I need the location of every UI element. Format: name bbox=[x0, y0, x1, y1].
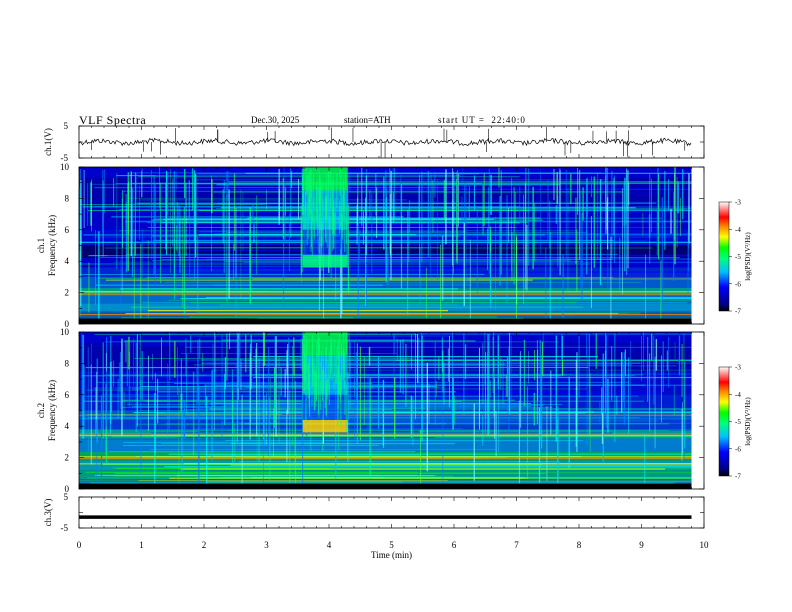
date-label: Dec.30, 2025 bbox=[251, 115, 300, 125]
figure-title: VLF Spectra bbox=[79, 113, 147, 127]
ch1-spec-colorbar-tick-label: -5 bbox=[735, 253, 741, 261]
x-tick-label: 1 bbox=[139, 540, 144, 550]
ch1-spec-colorbar-tick-label: -7 bbox=[735, 308, 741, 316]
ch1-spec-colorbar-label: log(PSD)(V²/Hz) bbox=[744, 232, 752, 281]
ch1-spec-spectrogram bbox=[78, 167, 704, 325]
low-frequency-cutoff bbox=[79, 483, 692, 489]
x-tick-label: 2 bbox=[202, 540, 207, 550]
ch1-spec-colorbar-tick-label: -6 bbox=[735, 280, 741, 288]
ch2-spec-ytick-label: 0 bbox=[65, 484, 70, 494]
ch1-spec-ytick-label: 0 bbox=[65, 319, 70, 329]
x-tick-label: 7 bbox=[514, 540, 519, 550]
ch2-spec-ytick-label: 6 bbox=[65, 390, 70, 400]
ch1-spec-colorbar-tick-label: -4 bbox=[735, 226, 741, 234]
ch2-spec-colorbar-label: log(PSD)(V²/Hz) bbox=[744, 397, 752, 446]
ch1-spec-ytick-label: 4 bbox=[65, 256, 70, 266]
ch2-spec-colorbar-tick-label: -5 bbox=[735, 418, 741, 426]
no-data-region bbox=[691, 167, 704, 324]
ch1-spec-ytick-label: 8 bbox=[65, 193, 70, 203]
ch3-ytick-label: -5 bbox=[61, 523, 69, 533]
ch2-spec-ytick-label: 4 bbox=[65, 421, 70, 431]
frequency-band bbox=[79, 303, 692, 312]
no-data-region bbox=[691, 332, 704, 489]
x-tick-label: 9 bbox=[639, 540, 644, 550]
ch3-ylabel: ch.3(V) bbox=[43, 499, 53, 527]
x-tick-label: 4 bbox=[327, 540, 332, 550]
burst-band bbox=[302, 254, 348, 268]
ch1-spec-ylabel: Frequency (kHz) bbox=[47, 215, 57, 276]
ch1-spec-ytick-label: 10 bbox=[60, 162, 70, 172]
ch2-spec-colorbar-tick-label: -6 bbox=[735, 445, 741, 453]
ch2-spec-ytick-label: 10 bbox=[60, 327, 70, 337]
ch1-spec-ylabel-channel: ch.1 bbox=[36, 238, 46, 253]
x-tick-label: 6 bbox=[452, 540, 457, 550]
ch1-spec-colorbar-tick-label: -3 bbox=[735, 199, 741, 207]
ch2-spec-ylabel: Frequency (kHz) bbox=[47, 380, 57, 441]
ch1-spec-ytick-label: 6 bbox=[65, 225, 70, 235]
x-tick-label: 8 bbox=[577, 540, 582, 550]
ch2-spec-colorbar bbox=[718, 366, 730, 477]
frequency-band bbox=[79, 460, 692, 471]
start-ut-label: start UT = 22:40:0 bbox=[438, 115, 526, 125]
ch2-spec-spectrogram bbox=[79, 332, 704, 490]
ch2-spec-ytick-label: 8 bbox=[65, 358, 70, 368]
ch2-spec-colorbar-tick-label: -4 bbox=[735, 391, 741, 399]
ch3-frame bbox=[78, 496, 705, 529]
ch1-series-line bbox=[78, 137, 692, 147]
x-tick-label: 10 bbox=[700, 540, 710, 550]
ch1-spec-colorbar bbox=[718, 201, 730, 312]
ch2-spec-ytick-label: 2 bbox=[65, 453, 70, 463]
ch1-ylabel: ch.1(V) bbox=[43, 128, 53, 156]
ch1-ytick-label: -5 bbox=[61, 153, 69, 163]
ch2-spec-colorbar-tick-label: -3 bbox=[735, 364, 741, 372]
frequency-band bbox=[79, 167, 692, 178]
ch1-ytick-label: 5 bbox=[64, 121, 69, 131]
station-label: station=ATH bbox=[344, 115, 391, 125]
burst-top bbox=[302, 332, 348, 356]
ch3-ytick-label: 5 bbox=[64, 492, 69, 502]
x-axis-label: Time (min) bbox=[371, 550, 412, 560]
low-frequency-cutoff bbox=[79, 318, 692, 324]
ch1-spec-ytick-label: 2 bbox=[65, 288, 70, 298]
frequency-band bbox=[79, 332, 692, 343]
burst-band bbox=[302, 419, 348, 433]
ch2-spec-ylabel-channel: ch.2 bbox=[36, 403, 46, 418]
frequency-band bbox=[79, 295, 692, 304]
ch2-spec-colorbar-tick-label: -7 bbox=[735, 473, 741, 481]
frequency-band bbox=[79, 419, 692, 430]
frequency-band bbox=[79, 276, 692, 288]
x-tick-label: 3 bbox=[264, 540, 269, 550]
x-tick-label: 0 bbox=[77, 540, 82, 550]
x-tick-label: 5 bbox=[389, 540, 394, 550]
